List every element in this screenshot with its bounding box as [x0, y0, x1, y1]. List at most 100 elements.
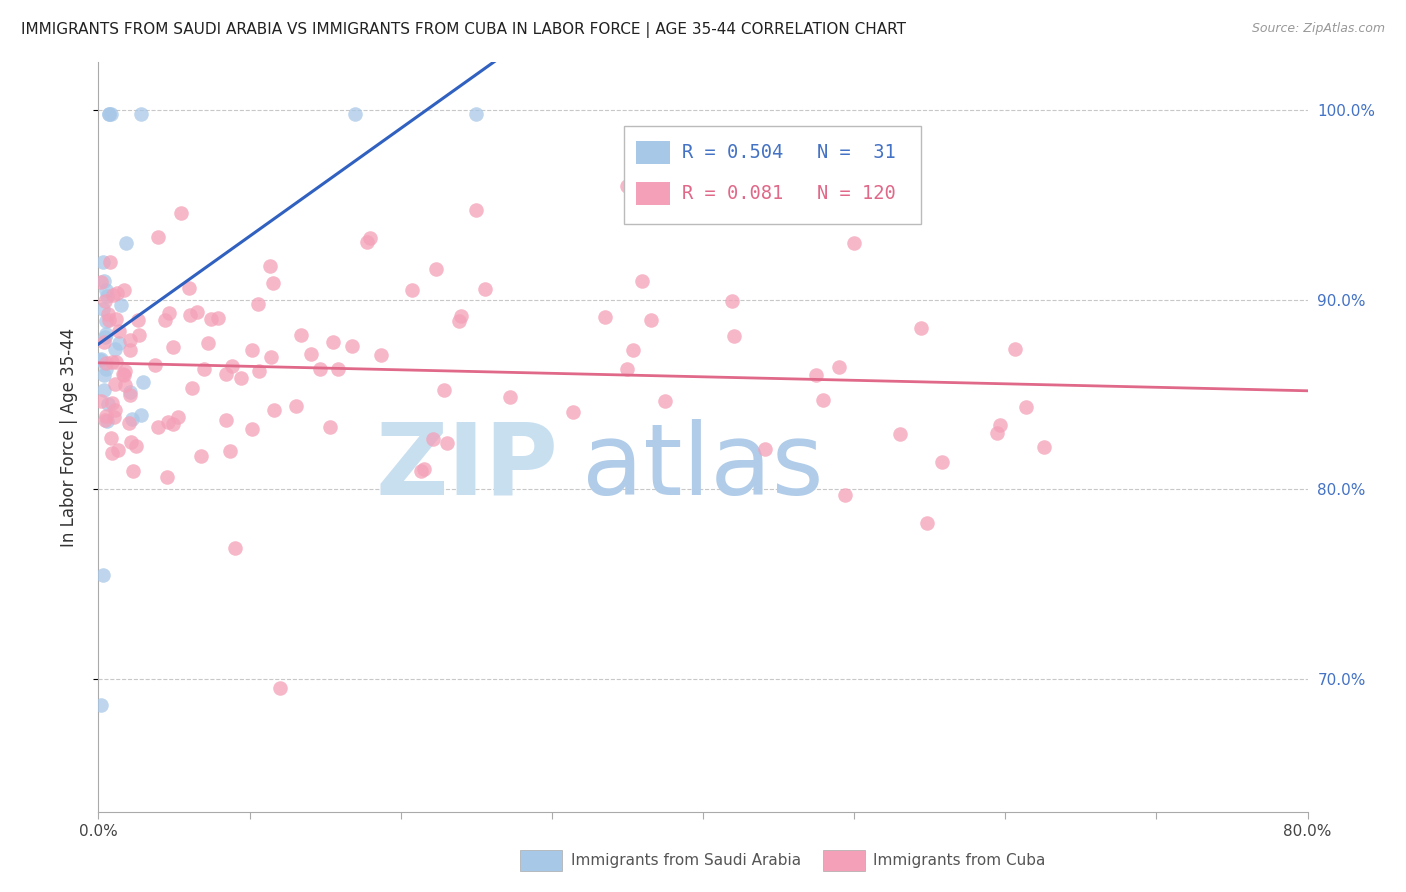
Point — [101, 445, 124, 459]
Point — [464, 202, 486, 217]
Point — [112, 284, 135, 298]
Point — [107, 442, 129, 457]
Point — [616, 178, 638, 193]
Point — [94, 283, 117, 297]
Point — [90, 351, 112, 366]
Point — [105, 285, 128, 300]
Point — [162, 340, 184, 354]
Point — [112, 368, 135, 382]
Text: Immigrants from Saudi Arabia: Immigrants from Saudi Arabia — [571, 854, 801, 868]
Point — [114, 235, 136, 250]
Point — [93, 368, 115, 383]
Point — [143, 358, 166, 372]
Point — [91, 254, 114, 268]
Point — [474, 282, 496, 296]
Point — [91, 301, 114, 316]
Point — [114, 364, 136, 378]
Point — [93, 330, 115, 344]
Point — [811, 393, 834, 408]
Point — [326, 361, 349, 376]
Point — [215, 413, 238, 427]
Text: Source: ZipAtlas.com: Source: ZipAtlas.com — [1251, 22, 1385, 36]
Point — [915, 516, 938, 531]
Point — [120, 434, 142, 449]
Point — [224, 541, 246, 556]
Point — [96, 409, 118, 424]
Point — [370, 348, 392, 362]
Point — [101, 288, 124, 302]
Point — [308, 361, 330, 376]
Point — [120, 334, 142, 348]
Point — [931, 455, 953, 469]
Point — [146, 419, 169, 434]
Point — [269, 681, 291, 696]
Point — [104, 312, 127, 326]
Point — [156, 415, 179, 429]
Point — [157, 306, 180, 320]
Point — [889, 427, 911, 442]
Point — [100, 106, 122, 120]
Point — [129, 106, 152, 120]
Point — [121, 412, 143, 426]
Point — [93, 293, 115, 308]
Point — [97, 312, 120, 326]
Point — [754, 442, 776, 456]
Point — [128, 327, 150, 342]
Point — [640, 313, 662, 327]
Point — [465, 106, 488, 120]
Point — [127, 313, 149, 327]
Point — [114, 378, 136, 392]
Point — [401, 284, 423, 298]
Point — [1032, 440, 1054, 454]
Point — [562, 405, 585, 419]
Point — [263, 403, 285, 417]
Point — [98, 106, 121, 120]
Point — [436, 436, 458, 450]
Point — [240, 343, 263, 357]
Point — [723, 328, 745, 343]
Point — [360, 231, 382, 245]
Point — [89, 353, 111, 368]
Point — [118, 388, 141, 402]
Point — [221, 359, 243, 373]
Point — [103, 409, 125, 424]
Point — [262, 276, 284, 290]
Point — [804, 368, 827, 382]
Point — [450, 309, 472, 323]
Point — [322, 334, 344, 349]
Text: R = 0.081   N = 120: R = 0.081 N = 120 — [682, 184, 896, 203]
Point — [153, 312, 176, 326]
Point — [721, 294, 744, 309]
Point — [98, 106, 121, 120]
Point — [422, 433, 444, 447]
Text: IMMIGRANTS FROM SAUDI ARABIA VS IMMIGRANTS FROM CUBA IN LABOR FORCE | AGE 35-44 : IMMIGRANTS FROM SAUDI ARABIA VS IMMIGRAN… — [21, 22, 905, 38]
Point — [190, 449, 212, 463]
Point — [107, 335, 129, 350]
Point — [621, 343, 644, 358]
Bar — [637, 141, 671, 163]
Point — [101, 396, 124, 410]
Point — [207, 310, 229, 325]
Point — [105, 355, 128, 369]
Point — [94, 326, 117, 341]
Point — [1015, 400, 1038, 414]
Point — [166, 410, 188, 425]
Point — [834, 488, 856, 502]
Point — [93, 335, 115, 350]
Point — [318, 420, 340, 434]
Point — [181, 381, 204, 395]
Point — [110, 298, 132, 312]
Point — [356, 235, 378, 249]
Point — [425, 262, 447, 277]
Point — [94, 314, 117, 328]
FancyBboxPatch shape — [624, 126, 921, 224]
Point — [449, 314, 471, 328]
Point — [118, 416, 141, 430]
Point — [98, 255, 121, 269]
Point — [97, 397, 120, 411]
Point — [120, 385, 142, 400]
Text: Immigrants from Cuba: Immigrants from Cuba — [873, 854, 1046, 868]
Point — [96, 414, 118, 428]
Point — [131, 376, 153, 390]
Point — [215, 367, 238, 381]
